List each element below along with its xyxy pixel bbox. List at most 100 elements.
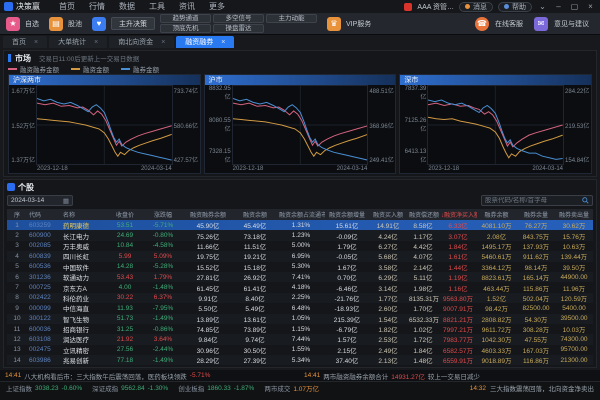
column-header[interactable]: 融资余额占流通市值比: [279, 213, 325, 219]
chart-plot: [427, 85, 565, 165]
cell: 10: [13, 315, 21, 323]
table-row[interactable]: 2 600900 长江电力 24.69 -0.80% 75.26亿 73.18亿 1.23% -…: [7, 230, 593, 241]
column-header[interactable]: 融券余额: [484, 213, 509, 219]
menu-item[interactable]: 更多: [209, 2, 225, 11]
status-value: 1860.33: [207, 384, 231, 392]
table-row[interactable]: 14 603986 兆易创新 77.18 -1.49% 28.29亿 27.39亿 5.34%…: [7, 355, 593, 366]
stock-search[interactable]: [481, 195, 593, 206]
decision-button[interactable]: 主升决策: [111, 17, 155, 30]
toolbar-quick-button[interactable]: 趋势通道: [160, 14, 211, 23]
column-header[interactable]: 融资偿还额: [409, 213, 439, 219]
menu-item[interactable]: 数据: [119, 2, 135, 11]
vip-label[interactable]: VIP服务: [346, 20, 372, 28]
column-header[interactable]: 融资买入额: [372, 213, 403, 219]
status-news[interactable]: 三大指数震荡回落，北向资金净卖出: [490, 386, 594, 394]
table-row[interactable]: 10 300122 智飞生物 51.73 -1.49% 13.89亿 13.61亿 1.05%…: [7, 313, 593, 324]
search-input[interactable]: [485, 197, 579, 204]
column-header[interactable]: 代码: [29, 213, 42, 219]
x-axis: 2023-12-18 2024-03-14: [9, 165, 200, 173]
x-axis: 2023-12-18 2024-03-14: [400, 165, 591, 173]
column-header[interactable]: 融资余额增量: [328, 213, 365, 219]
cell: 2.14亿: [413, 264, 433, 272]
table-row[interactable]: 1 603259 药明康德 53.51 -5.71% 45.90亿 45.49亿 1.31% 1…: [7, 220, 593, 231]
axis-tick: 219.53亿: [565, 123, 590, 130]
charts-row: 沪深两市 1.67万亿 1.52万亿 1.37万亿 733.74亿 580.66亿 427.…: [8, 74, 593, 174]
favorites-label[interactable]: 自选: [25, 20, 39, 28]
messages-button[interactable]: 消息: [459, 1, 493, 12]
toolbar-quick-button[interactable]: 操盘雷达: [213, 24, 264, 33]
collapse-icon[interactable]: ⌄: [539, 2, 546, 11]
tab-close-icon[interactable]: ×: [94, 38, 99, 46]
stock-pool-label[interactable]: 股池: [68, 20, 82, 28]
cell: 1.17亿: [413, 233, 433, 241]
column-header[interactable]: 名称: [63, 213, 76, 219]
menu-item[interactable]: 行情: [89, 2, 105, 11]
account-badge-icon: [404, 2, 413, 11]
table-row[interactable]: 9 000099 中信海直 11.93 -7.95% 5.50亿 5.49亿 6.48% -18…: [7, 303, 593, 314]
maximize-icon[interactable]: ▢: [570, 2, 579, 11]
cell: 98.42万: [485, 306, 508, 314]
cell: 5: [592, 294, 593, 301]
cell: 8823.61万: [481, 275, 512, 283]
stocks-section-icon: [7, 183, 15, 191]
toolbar-quick-button[interactable]: 主力动能: [266, 14, 317, 23]
feedback-label[interactable]: 意见与建议: [554, 20, 589, 28]
minimize-icon[interactable]: –: [556, 2, 561, 11]
heart-icon[interactable]: ♥: [92, 16, 106, 31]
account-name[interactable]: AAA 资管…: [417, 3, 454, 11]
column-header[interactable]: 融券偿还量: [592, 210, 593, 219]
status-value: 3038.23: [35, 384, 59, 392]
customer-service-label[interactable]: 在线客服: [495, 20, 523, 28]
cell: 31.25: [116, 325, 134, 333]
column-header[interactable]: 融资余额: [242, 213, 267, 219]
column-header[interactable]: 融资融券余额: [189, 213, 226, 219]
cell: 13.61亿: [243, 316, 267, 324]
column-header[interactable]: 序: [13, 213, 20, 219]
toolbar-quick-button[interactable]: 多空信号: [213, 14, 264, 23]
column-header[interactable]: 融券卖出量: [558, 213, 589, 219]
tab-bar: 首页 × 大单统计 × 南北向资金 × 融资融券 ×: [0, 35, 600, 48]
table-row[interactable]: 11 600036 招商银行 31.25 -0.86% 74.85亿 73.89亿 1.15%…: [7, 323, 593, 335]
menu-item[interactable]: 资讯: [179, 2, 195, 11]
news-ticker-item[interactable]: 14:41 两市融资融券余额合计 14931.27亿 较上一交易日减少: [304, 371, 595, 381]
column-header[interactable]: 收盘价: [115, 213, 134, 219]
menu-item[interactable]: 工具: [149, 2, 165, 11]
date-picker[interactable]: 2024-03-14 ▦: [7, 195, 73, 206]
chart-panel: 沪市 8832.95亿 8080.55亿 7328.15亿 488.51亿 368.96亿…: [203, 74, 397, 174]
cell: 44900.00: [560, 273, 588, 281]
cell: 11.51亿: [243, 243, 267, 251]
cell: 7.41%: [291, 273, 311, 281]
tab[interactable]: 南北向资金 ×: [109, 36, 175, 48]
cell: 1.15%: [291, 325, 311, 333]
table-row[interactable]: 6 301236 软通动力 53.43 1.79% 27.81亿 26.92亿 7.41% 0.…: [7, 271, 593, 283]
column-header[interactable]: ↓融资净买入额: [441, 213, 477, 219]
customer-service-icon[interactable]: ☎: [475, 16, 489, 31]
tab[interactable]: 首页 ×: [3, 36, 48, 48]
stock-pool-icon[interactable]: ▤: [49, 16, 63, 31]
cell: 11.96万: [562, 285, 586, 293]
table-row[interactable]: 4 600839 四川长虹 5.99 5.09% 19.75亿 19.21亿 6.95% -0.…: [7, 251, 593, 262]
news-ticker-item[interactable]: 14:41 八大机构看后市：三大指数午后震荡回落，医药板块领跌 -5.71%: [5, 371, 296, 381]
tab[interactable]: 融资融券 ×: [176, 36, 235, 48]
tab-close-icon[interactable]: ×: [34, 38, 39, 46]
column-header[interactable]: 涨跌幅: [153, 213, 172, 219]
tab-close-icon[interactable]: ×: [161, 38, 166, 46]
table-row[interactable]: 8 002422 科伦药业 30.22 6.37% 9.91亿 8.40亿 2.25% -21.…: [7, 292, 593, 304]
menu-item[interactable]: 首页: [59, 2, 75, 11]
table-row[interactable]: 12 603108 润达医疗 21.92 3.64% 9.84亿 9.74亿 7.44% 1.5…: [7, 334, 593, 345]
tab[interactable]: 大单统计 ×: [49, 36, 108, 48]
table-row[interactable]: 13 002475 立讯精密 27.56 -2.44% 30.96亿 30.50亿 1.55%…: [7, 344, 593, 356]
toolbar-quick-button[interactable]: 顶底先机: [160, 24, 211, 33]
close-icon[interactable]: ×: [588, 2, 593, 11]
stock-code: 000099: [29, 304, 51, 312]
table-row[interactable]: 7 000725 京东方A 4.00 -1.48% 61.45亿 61.41亿 4.18% -6…: [7, 282, 593, 293]
feedback-icon[interactable]: ✉: [534, 16, 548, 31]
app-title: 决策赢: [16, 2, 40, 11]
table-row[interactable]: 5 600536 中国软件 14.28 -5.28% 15.52亿 15.18亿 5.30% 1…: [7, 261, 593, 272]
favorites-icon[interactable]: ★: [6, 16, 20, 31]
tab-close-icon[interactable]: ×: [221, 38, 226, 46]
column-header[interactable]: 融券余量: [523, 213, 548, 219]
vip-icon[interactable]: ♛: [327, 16, 341, 31]
help-button[interactable]: 帮助: [498, 1, 532, 12]
table-row[interactable]: 3 002085 万丰奥威 10.84 -4.58% 11.66亿 11.51亿 5.00% 1…: [7, 240, 593, 252]
